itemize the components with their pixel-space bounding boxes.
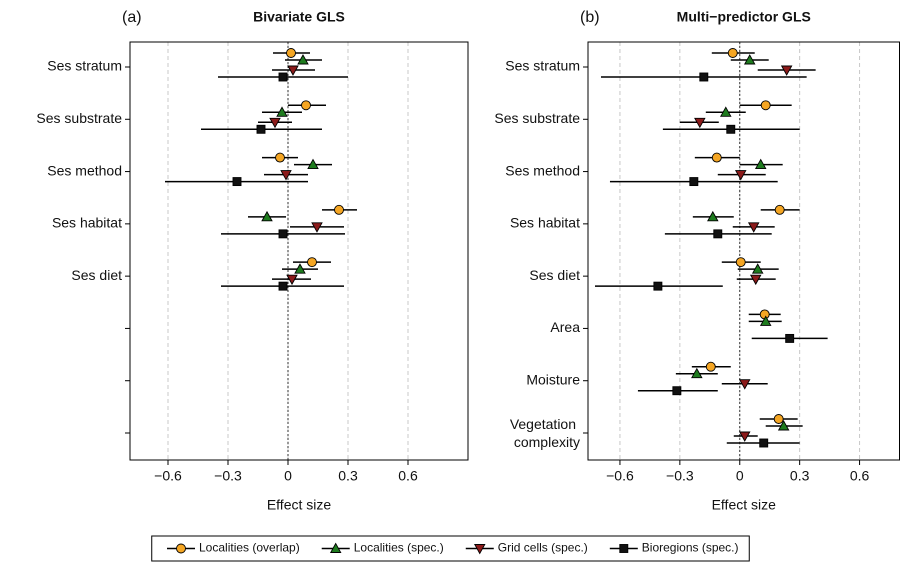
plot-frame bbox=[587, 41, 900, 461]
point bbox=[653, 281, 663, 291]
point bbox=[735, 257, 746, 268]
x-tick-label: 0.3 bbox=[790, 468, 810, 484]
point bbox=[759, 438, 769, 448]
point bbox=[759, 315, 772, 326]
legend-marker bbox=[176, 543, 186, 554]
x-tick-label: −0.6 bbox=[606, 468, 634, 484]
point bbox=[275, 152, 285, 163]
y-tick-label: Ses diet bbox=[529, 267, 580, 283]
point bbox=[760, 100, 771, 111]
point bbox=[694, 117, 706, 129]
x-axis-label: Effect size bbox=[267, 497, 332, 513]
y-tick-label: Ses method bbox=[47, 162, 122, 178]
y-tick-label: Ses habitat bbox=[52, 215, 122, 231]
y-tick-label: Ses diet bbox=[71, 267, 122, 283]
legend-frame bbox=[151, 535, 750, 562]
point bbox=[276, 106, 288, 117]
y-tick-label: Ses substrate bbox=[494, 110, 580, 126]
legend-label: Localities (spec.) bbox=[354, 541, 444, 555]
legend-label: Localities (overlap) bbox=[199, 541, 300, 555]
x-tick-label: 0 bbox=[284, 468, 292, 484]
x-tick-label: −0.3 bbox=[214, 468, 242, 484]
point bbox=[286, 274, 298, 286]
point bbox=[307, 158, 319, 170]
point bbox=[747, 222, 760, 233]
x-tick-label: 0.3 bbox=[338, 468, 358, 484]
y-tick-label: Ses habitat bbox=[510, 215, 580, 231]
point bbox=[751, 263, 764, 274]
point bbox=[269, 117, 281, 129]
x-tick-label: −0.6 bbox=[154, 468, 182, 484]
point bbox=[774, 204, 785, 215]
point bbox=[689, 177, 699, 187]
panel-label: (a) bbox=[122, 9, 142, 26]
chart-title: Bivariate GLS bbox=[253, 9, 345, 25]
panel-label: (b) bbox=[580, 9, 600, 26]
point bbox=[256, 124, 266, 134]
point bbox=[713, 229, 723, 239]
legend-label: Bioregions (spec.) bbox=[642, 541, 739, 555]
legend-marker bbox=[619, 544, 629, 553]
point bbox=[297, 54, 309, 65]
point bbox=[785, 333, 795, 343]
point bbox=[334, 204, 344, 215]
point bbox=[705, 361, 716, 372]
y-tick-label: Ses stratum bbox=[47, 58, 122, 74]
y-tick-label: Ses substrate bbox=[36, 110, 122, 126]
plot-frame bbox=[129, 41, 469, 461]
point bbox=[726, 124, 736, 134]
point bbox=[311, 222, 323, 233]
y-tick-label: Ses method bbox=[505, 162, 580, 178]
point bbox=[738, 431, 751, 442]
point bbox=[301, 100, 311, 111]
point bbox=[286, 48, 296, 58]
y-tick-label: Ses stratum bbox=[505, 58, 580, 74]
point bbox=[261, 210, 273, 222]
point bbox=[280, 170, 292, 181]
point bbox=[711, 152, 722, 163]
point bbox=[691, 367, 703, 379]
point bbox=[232, 177, 242, 187]
point bbox=[294, 263, 306, 274]
chart-title: Multi−predictor GLS bbox=[677, 9, 811, 25]
point bbox=[307, 257, 317, 268]
point bbox=[777, 420, 790, 431]
point bbox=[738, 379, 751, 390]
point bbox=[278, 229, 288, 239]
x-tick-label: −0.3 bbox=[666, 468, 694, 484]
point bbox=[287, 65, 299, 76]
x-tick-label: 0.6 bbox=[398, 468, 418, 484]
point bbox=[278, 281, 288, 291]
point bbox=[672, 386, 682, 396]
point bbox=[720, 106, 732, 117]
y-tick-label: Moisture bbox=[526, 371, 580, 387]
point bbox=[707, 210, 719, 222]
x-tick-label: 0.6 bbox=[850, 468, 870, 484]
x-axis-label: Effect size bbox=[712, 497, 777, 513]
point bbox=[743, 54, 756, 65]
y-tick-label: Vegetation complexity bbox=[510, 416, 580, 450]
point bbox=[278, 72, 288, 82]
y-tick-label: Area bbox=[550, 319, 580, 335]
legend-marker bbox=[329, 542, 342, 553]
x-tick-label: 0 bbox=[736, 468, 744, 484]
point bbox=[780, 65, 793, 76]
point bbox=[727, 48, 738, 58]
point bbox=[749, 274, 762, 286]
legend-label: Grid cells (spec.) bbox=[498, 541, 588, 555]
legend-marker bbox=[474, 544, 486, 555]
point bbox=[734, 170, 747, 181]
point bbox=[754, 158, 767, 170]
point bbox=[773, 414, 784, 424]
point bbox=[699, 72, 709, 82]
